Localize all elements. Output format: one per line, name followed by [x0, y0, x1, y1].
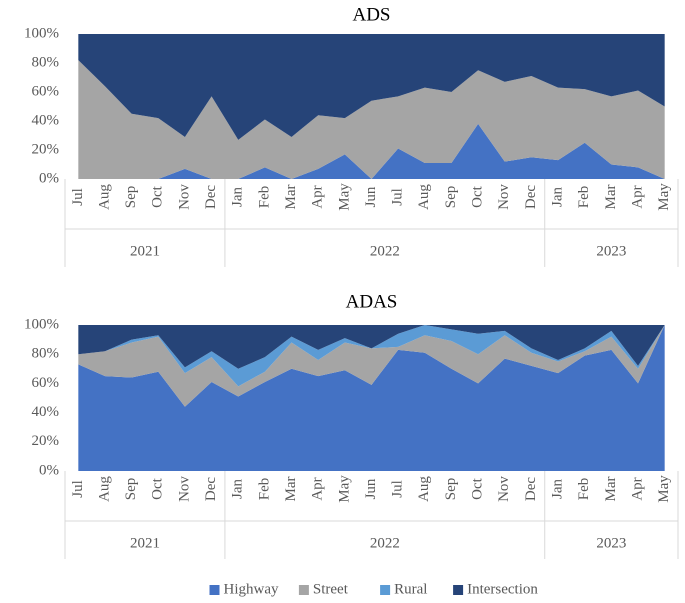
- x-tick-label: Dec: [523, 185, 539, 209]
- x-tick-label: May: [336, 475, 352, 503]
- legend-swatch: [380, 585, 391, 595]
- x-tick-label: Dec: [203, 185, 219, 209]
- y-tick-label: 80%: [32, 54, 60, 70]
- x-tick-label: Feb: [256, 478, 272, 501]
- y-tick-label: 80%: [32, 346, 60, 362]
- y-tick-label: 0%: [39, 462, 59, 478]
- x-tick-label: Jul: [70, 480, 86, 498]
- year-label: 2023: [596, 535, 626, 551]
- area: [78, 325, 665, 369]
- x-tick-label: Mar: [603, 477, 619, 502]
- x-tick-label: Dec: [203, 477, 219, 501]
- x-tick-label: Nov: [176, 184, 192, 210]
- x-tick-label: Jun: [363, 478, 379, 499]
- x-tick-label: May: [656, 475, 672, 503]
- area: [78, 325, 665, 387]
- year-label: 2021: [130, 243, 160, 259]
- x-tick-label: Feb: [576, 186, 592, 209]
- x-tick-label: Sep: [443, 186, 459, 209]
- x-tick-label: Oct: [470, 185, 486, 207]
- year-label: 2021: [130, 535, 160, 551]
- x-tick-label: Feb: [576, 478, 592, 501]
- x-tick-label: Oct: [150, 477, 166, 499]
- year-label: 2022: [370, 243, 400, 259]
- y-tick-label: 60%: [32, 375, 60, 391]
- y-tick-label: 20%: [32, 141, 60, 157]
- x-tick-label: Aug: [96, 476, 112, 502]
- x-tick-label: May: [656, 183, 672, 211]
- x-tick-label: May: [336, 183, 352, 211]
- x-tick-label: Apr: [629, 185, 645, 208]
- chart-title: ADS: [352, 4, 390, 25]
- y-tick-label: 20%: [32, 433, 60, 449]
- x-tick-label: Mar: [603, 185, 619, 210]
- legend-swatch: [453, 585, 464, 595]
- x-tick-label: Jun: [363, 186, 379, 207]
- x-tick-label: Jan: [230, 479, 246, 499]
- legend-label: Rural: [394, 581, 427, 597]
- x-tick-label: Oct: [470, 477, 486, 499]
- x-tick-label: Jan: [550, 187, 566, 207]
- legend-swatch: [298, 585, 309, 595]
- x-tick-label: Apr: [629, 477, 645, 500]
- x-tick-label: Jul: [70, 188, 86, 206]
- area: [78, 123, 665, 179]
- y-tick-label: 0%: [39, 170, 59, 186]
- y-tick-label: 40%: [32, 404, 60, 420]
- area: [78, 325, 665, 407]
- x-tick-label: Sep: [443, 478, 459, 501]
- x-tick-label: Aug: [416, 184, 432, 210]
- x-tick-label: Sep: [123, 478, 139, 501]
- x-tick-label: Nov: [496, 476, 512, 502]
- area: [78, 325, 665, 471]
- x-tick-label: Sep: [123, 186, 139, 209]
- legend-label: Intersection: [467, 581, 538, 597]
- legend-label: Street: [313, 581, 349, 597]
- y-tick-label: 100%: [24, 25, 59, 41]
- x-tick-label: Jul: [390, 188, 406, 206]
- area: [78, 60, 665, 179]
- legend-swatch: [209, 585, 220, 595]
- area: [78, 34, 665, 140]
- y-tick-label: 100%: [24, 316, 59, 332]
- legend-label: Highway: [224, 581, 279, 597]
- x-tick-label: Aug: [416, 476, 432, 502]
- year-label: 2023: [596, 243, 626, 259]
- x-tick-label: Jan: [550, 479, 566, 499]
- x-tick-label: Aug: [96, 184, 112, 210]
- year-label: 2022: [370, 535, 400, 551]
- x-tick-label: Apr: [310, 477, 326, 500]
- x-tick-label: Oct: [150, 185, 166, 207]
- x-tick-label: Nov: [176, 476, 192, 502]
- chart-title: ADAS: [346, 291, 398, 312]
- x-tick-label: Feb: [256, 186, 272, 209]
- x-tick-label: Dec: [523, 477, 539, 501]
- x-tick-label: Mar: [283, 477, 299, 502]
- x-tick-label: Mar: [283, 185, 299, 210]
- y-tick-label: 40%: [32, 112, 60, 128]
- x-tick-label: Apr: [310, 185, 326, 208]
- x-tick-label: Jan: [230, 187, 246, 207]
- x-tick-label: Nov: [496, 184, 512, 210]
- x-tick-label: Jul: [390, 480, 406, 498]
- y-tick-label: 60%: [32, 83, 60, 99]
